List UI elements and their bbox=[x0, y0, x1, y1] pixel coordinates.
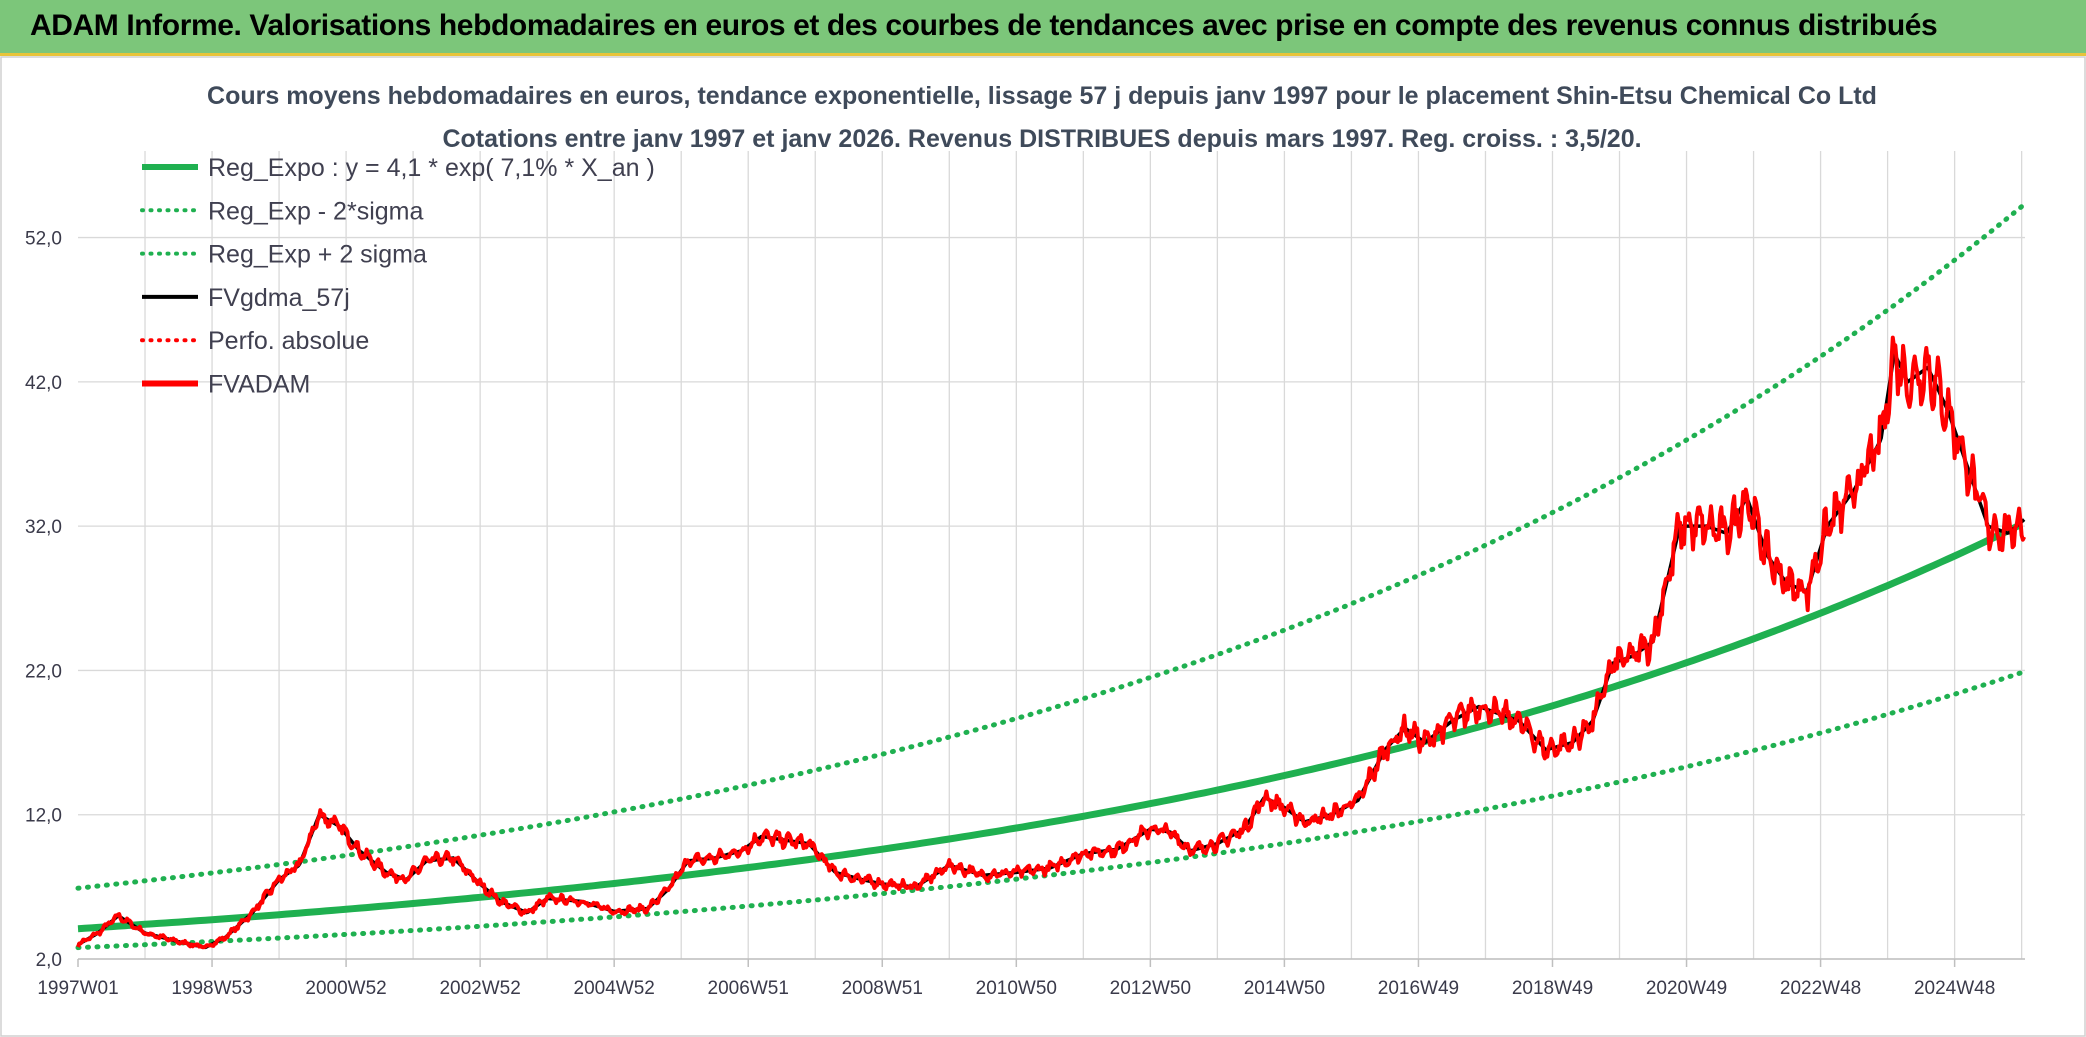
y-tick-label: 12,0 bbox=[25, 806, 62, 827]
x-tick-label: 2020W49 bbox=[1646, 978, 1727, 999]
chart-area: Cours moyens hebdomadaires en euros, ten… bbox=[0, 56, 2086, 1037]
y-tick-label: 42,0 bbox=[25, 373, 62, 394]
x-tick-label: 2018W49 bbox=[1512, 978, 1593, 999]
series-fvadam bbox=[76, 335, 2027, 950]
x-tick-label: 2014W50 bbox=[1244, 978, 1325, 999]
legend: Reg_Expo : y = 4,1 * exp( 7,1% * X_an ) R… bbox=[140, 154, 655, 399]
x-tick-label: 2002W52 bbox=[439, 978, 520, 999]
legend-label: Reg_Exp - 2*sigma bbox=[208, 197, 423, 225]
legend-label: Reg_Expo : y = 4,1 * exp( 7,1% * X_an ) bbox=[208, 154, 655, 182]
x-tick-label: 2004W52 bbox=[574, 978, 655, 999]
x-tick-label: 2012W50 bbox=[1110, 978, 1191, 999]
y-tick-label: 52,0 bbox=[25, 229, 62, 250]
legend-label: Perfo. absolue bbox=[208, 327, 369, 355]
legend-label: FVgdma_57j bbox=[208, 284, 350, 312]
x-tick-label: 1997W01 bbox=[37, 978, 118, 999]
series-group bbox=[75, 204, 2027, 951]
x-axis: 1997W01 1998W53 2000W52 2002W52 2004W52 2006W… bbox=[37, 958, 2025, 999]
legend-label: Reg_Exp + 2 sigma bbox=[208, 241, 427, 269]
chart-subtitle: Cotations entre janv 1997 et janv 2026. … bbox=[442, 125, 1641, 153]
x-tick-label: 2008W51 bbox=[842, 978, 923, 999]
x-tick-label: 2016W49 bbox=[1378, 978, 1459, 999]
y-tick-label: 22,0 bbox=[25, 661, 62, 682]
x-tick-label: 2000W52 bbox=[305, 978, 386, 999]
x-tick-label: 2024W48 bbox=[1914, 978, 1995, 999]
report-banner: ADAM Informe. Valorisations hebdomadaire… bbox=[0, 0, 2086, 56]
series-reg-expo bbox=[77, 521, 2024, 933]
x-tick-label: 2010W50 bbox=[976, 978, 1057, 999]
banner-title: ADAM Informe. Valorisations hebdomadaire… bbox=[30, 9, 1938, 42]
y-tick-label: 32,0 bbox=[25, 517, 62, 538]
chart-title: Cours moyens hebdomadaires en euros, ten… bbox=[207, 82, 1877, 110]
series-reg-exp-plus-2sigma bbox=[75, 204, 2025, 891]
legend-label: FVADAM bbox=[208, 371, 310, 399]
series-reg-exp-minus-2sigma bbox=[75, 670, 2025, 951]
y-tick-label: 2,0 bbox=[36, 950, 62, 971]
y-axis: 2,0 12,0 22,0 32,0 42,0 52,0 bbox=[25, 229, 62, 971]
x-tick-label: 2022W48 bbox=[1780, 978, 1861, 999]
x-tick-label: 1998W53 bbox=[171, 978, 252, 999]
x-tick-label: 2006W51 bbox=[708, 978, 789, 999]
